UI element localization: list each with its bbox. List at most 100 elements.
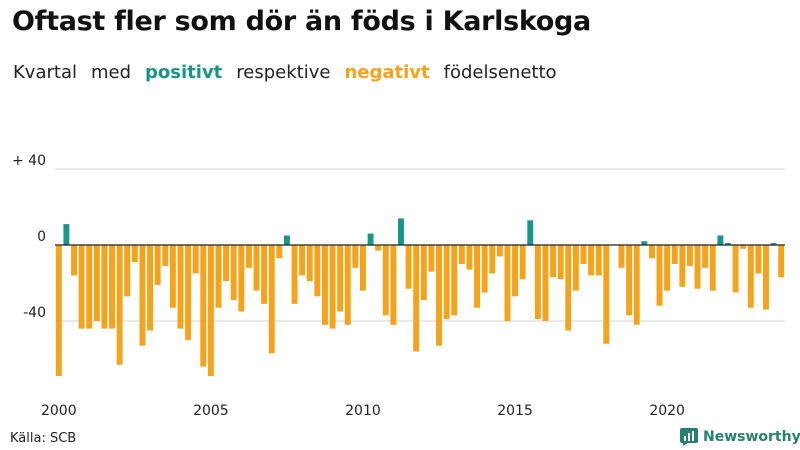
brand-logo: Newsworthy	[680, 427, 800, 447]
bar	[116, 245, 123, 365]
bar	[124, 245, 131, 297]
bar	[717, 235, 724, 245]
bar	[466, 245, 473, 270]
bar	[154, 245, 161, 285]
source-note: Källa: SCB	[10, 431, 77, 446]
bar	[169, 245, 176, 308]
bar	[360, 245, 366, 291]
bar	[648, 245, 655, 259]
bar	[550, 245, 557, 278]
bar	[504, 245, 511, 321]
bar	[527, 220, 534, 245]
bar	[375, 245, 382, 251]
bar	[763, 245, 769, 310]
bar	[519, 245, 526, 280]
bar	[626, 245, 633, 316]
bar	[109, 245, 115, 329]
newsworthy-icon	[680, 428, 698, 446]
y-tick-label: + 40	[12, 153, 46, 169]
subtitle-text-4: födelsenetto	[443, 62, 557, 83]
bar	[534, 245, 541, 320]
y-tick-label: 0	[37, 229, 46, 245]
bar	[565, 245, 572, 331]
bar	[329, 245, 336, 329]
bar	[261, 245, 268, 304]
bar	[588, 245, 595, 276]
bar	[283, 235, 290, 245]
bar	[192, 245, 199, 274]
bar	[420, 245, 427, 301]
chart-title: Oftast fler som dör än föds i Karlskoga	[12, 6, 591, 37]
bar	[436, 245, 442, 346]
bar	[686, 245, 693, 266]
bar	[78, 245, 85, 329]
bar	[481, 245, 488, 293]
bar	[405, 245, 412, 289]
bar	[443, 245, 450, 320]
bar	[177, 245, 184, 329]
bar	[451, 245, 458, 316]
subtitle-positive: positivt	[145, 62, 223, 83]
bar	[641, 241, 648, 245]
bar	[709, 245, 716, 291]
subtitle-text-3: respektive	[236, 62, 331, 83]
bar	[253, 245, 260, 291]
bar	[755, 245, 762, 274]
bar	[595, 245, 602, 276]
bar	[245, 245, 252, 268]
bar	[200, 245, 207, 367]
x-tick-label: 2000	[41, 403, 77, 419]
bar	[299, 245, 306, 276]
bar	[291, 245, 298, 304]
brand-name: Newsworthy	[703, 429, 800, 445]
bar	[618, 245, 625, 268]
bar	[321, 245, 328, 325]
bar	[557, 245, 564, 280]
bar	[238, 245, 245, 312]
bar	[86, 245, 93, 329]
x-tick-label: 2020	[649, 403, 685, 419]
bar	[512, 245, 519, 297]
chart-subtitle: Kvartal med positivt respektive negativt föde…	[13, 62, 557, 83]
bar	[740, 245, 747, 249]
bar	[185, 245, 192, 340]
bar	[162, 245, 169, 266]
bar	[778, 245, 785, 278]
bar	[725, 243, 731, 245]
bar	[215, 245, 222, 308]
x-tick-label: 2015	[497, 403, 533, 419]
bar	[671, 245, 678, 264]
bar	[101, 245, 108, 329]
bar	[458, 245, 465, 264]
bar	[633, 245, 640, 325]
subtitle-text-2: med	[90, 62, 132, 83]
bar	[474, 245, 480, 308]
bar	[344, 245, 351, 325]
bar	[679, 245, 686, 287]
bar	[603, 245, 610, 344]
bar	[413, 245, 420, 352]
bar	[71, 245, 77, 276]
bar	[664, 245, 671, 291]
bar	[398, 218, 404, 245]
bar	[770, 243, 777, 245]
bar	[694, 245, 701, 289]
bar	[382, 245, 389, 316]
bar	[223, 245, 230, 282]
bar	[314, 245, 321, 297]
bar	[93, 245, 100, 321]
bar	[139, 245, 146, 346]
bar	[580, 245, 587, 264]
bar	[352, 245, 359, 268]
subtitle-negative: negativt	[344, 62, 430, 83]
subtitle-text-1: Kvartal	[13, 62, 77, 83]
bar	[489, 245, 496, 274]
y-tick-label: -40	[23, 305, 46, 321]
x-tick-label: 2005	[193, 403, 229, 419]
bar	[268, 245, 275, 354]
bar	[230, 245, 237, 301]
bar	[390, 245, 397, 325]
bar	[747, 245, 754, 308]
bar	[55, 245, 62, 377]
